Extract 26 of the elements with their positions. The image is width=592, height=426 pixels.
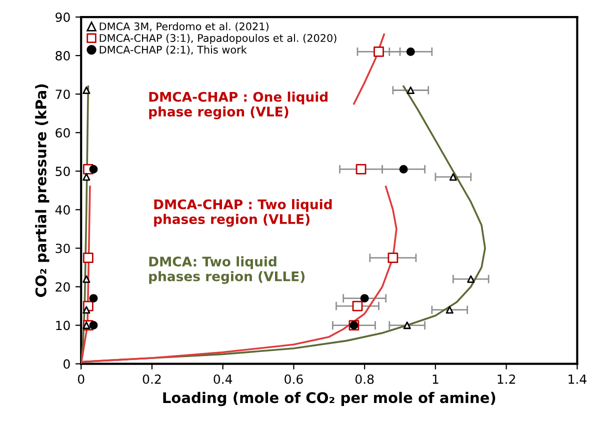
legend-label: DMCA 3M, Perdomo et al. (2021) [100, 22, 268, 32]
y-axis-title: CO₂ partial pressure (kPa) [35, 84, 50, 297]
y-tick-label: 90 [56, 12, 70, 22]
x-tick-label: 0 [78, 374, 84, 384]
y-tick-label: 50 [56, 166, 70, 176]
y-tick-label: 10 [56, 320, 70, 330]
annotation: DMCA-CHAP : Two liquid phases region (VLLE) [154, 199, 332, 227]
y-tick-label: 70 [56, 90, 70, 100]
annotation: DMCA-CHAP : One liquid phase region (VLE) [149, 92, 328, 120]
legend-label: DMCA-CHAP (2:1), This work [100, 46, 247, 55]
y-tick-label: 0 [64, 359, 70, 369]
y-tick-label: 30 [56, 244, 70, 254]
y-tick-label: 20 [56, 282, 70, 292]
y-tick-label: 80 [56, 51, 70, 60]
x-axis-title: Loading (mole of CO₂ per mole of amine) [163, 392, 496, 406]
x-tick-label: 0.8 [355, 374, 374, 384]
y-tick-label: 40 [55, 205, 70, 215]
legend-label: DMCA-CHAP (3:1), Papadopoulos et al. (2020) [100, 34, 336, 44]
x-tick-label: 0.6 [284, 374, 303, 384]
x-tick-label: 0.4 [214, 374, 232, 384]
x-tick-label: 1.4 [568, 374, 586, 384]
x-tick-label: 1.2 [498, 374, 516, 384]
y-tick-label: 60 [56, 128, 70, 138]
annotation: DMCA: Two liquid phases region (VLLE) [149, 256, 305, 284]
x-tick-label: 0.2 [142, 374, 161, 384]
x-tick-label: 1 [432, 374, 438, 384]
